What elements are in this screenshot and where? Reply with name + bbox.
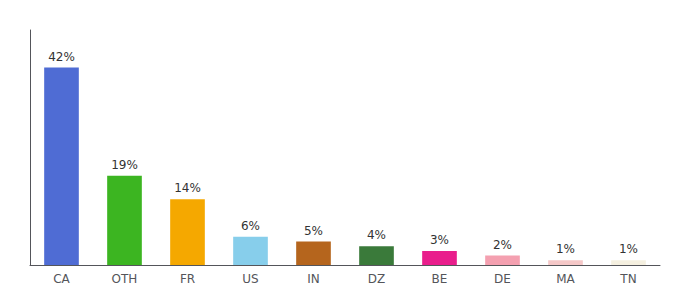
svg-text:BE: BE xyxy=(432,272,448,286)
svg-text:IN: IN xyxy=(307,272,320,286)
svg-text:3%: 3% xyxy=(430,233,449,247)
svg-text:DZ: DZ xyxy=(368,272,385,286)
svg-text:4%: 4% xyxy=(367,228,386,242)
svg-text:6%: 6% xyxy=(241,219,260,233)
svg-text:TN: TN xyxy=(619,272,636,286)
svg-text:5%: 5% xyxy=(304,224,323,238)
svg-text:1%: 1% xyxy=(619,242,638,256)
svg-text:14%: 14% xyxy=(174,181,201,195)
svg-text:1%: 1% xyxy=(556,242,575,256)
svg-text:US: US xyxy=(242,272,258,286)
svg-text:DE: DE xyxy=(494,272,511,286)
svg-text:OTH: OTH xyxy=(112,272,138,286)
svg-text:2%: 2% xyxy=(493,238,512,252)
svg-text:19%: 19% xyxy=(111,158,138,172)
svg-text:MA: MA xyxy=(556,272,575,286)
svg-text:CA: CA xyxy=(53,272,70,286)
svg-text:42%: 42% xyxy=(48,50,75,64)
svg-text:FR: FR xyxy=(180,272,195,286)
